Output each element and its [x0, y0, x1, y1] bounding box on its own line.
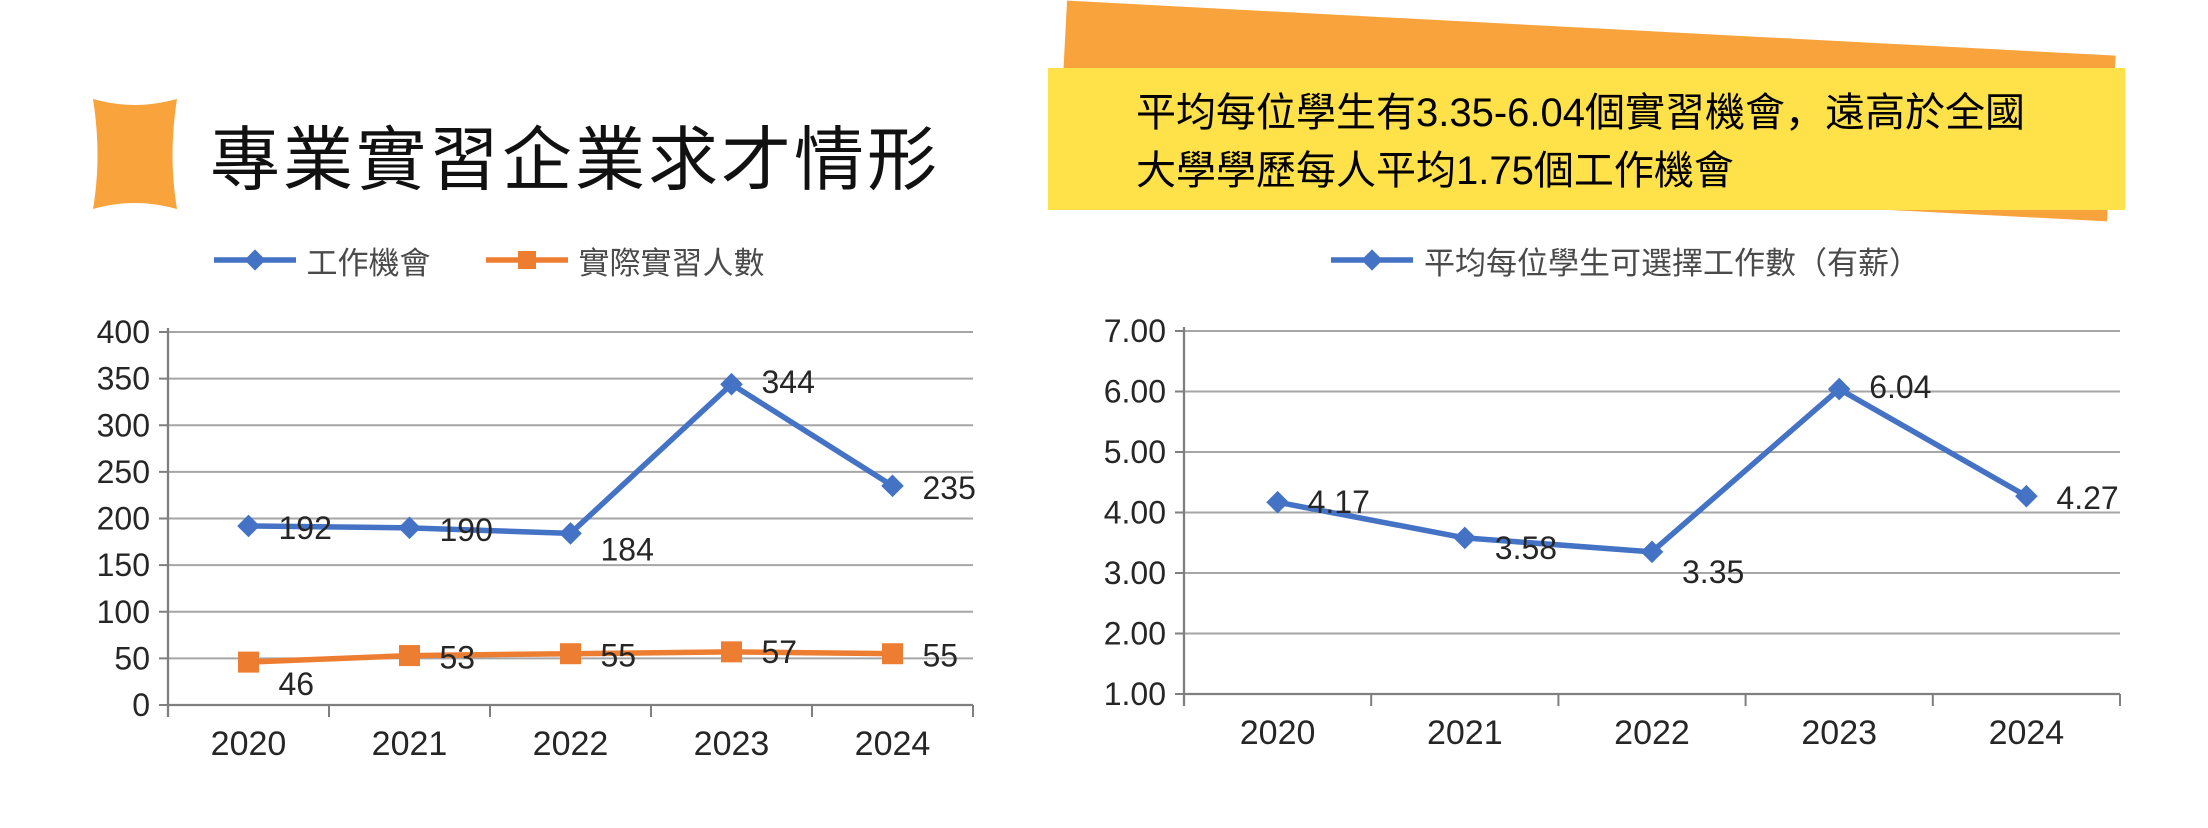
callout-line-2: 大學學歷每人平均1.75個工作機會: [1136, 149, 1734, 193]
title-block: 專業實習企業求才情形: [88, 96, 940, 212]
line-chart-plot: 1.00 2.00 3.00 4.00 5.00 6.00 7.00 2020 2021 2022…: [1104, 313, 2121, 752]
y-tick-label: 1.00: [1104, 676, 1166, 712]
x-tick-label: 2021: [1427, 714, 1503, 752]
data-label: 55: [923, 638, 959, 674]
x-tick-label: 2020: [211, 725, 287, 763]
jobs-per-student-chart: 平均每位學生可選擇工作數（有薪） 1.00 2.00 3.00 4.00 5.00 6.0…: [1040, 230, 2208, 815]
series-line: [1274, 386, 2030, 555]
data-label: 4.27: [2056, 480, 2118, 516]
square-legend-swatch-icon: [485, 251, 568, 269]
y-tick-label: 2.00: [1104, 616, 1166, 652]
legend-label: 實際實習人數: [578, 245, 765, 281]
data-label: 57: [762, 634, 798, 670]
y-tick-label: 350: [97, 361, 150, 397]
y-tick-label: 0: [132, 687, 150, 723]
legend-diamond: [243, 249, 266, 271]
y-tick-label: 4.00: [1104, 495, 1166, 531]
data-label: 53: [440, 640, 476, 676]
series-line: [245, 381, 896, 537]
data-label: 344: [762, 364, 815, 400]
square-marker: [560, 643, 581, 665]
y-tick-label: 100: [97, 594, 150, 630]
y-tick-label: 150: [97, 547, 150, 583]
y-tick-label: 6.00: [1104, 374, 1166, 410]
page-title: 專業實習企業求才情形: [210, 120, 940, 199]
data-label: 192: [279, 510, 332, 546]
legend-square: [517, 251, 536, 269]
diamond-legend-swatch-icon: [1331, 249, 1413, 271]
data-label: 235: [923, 470, 976, 506]
x-tick-label: 2023: [1801, 714, 1877, 752]
x-tick-label: 2023: [694, 725, 770, 763]
x-tick-label: 2022: [533, 725, 609, 763]
square-marker: [399, 645, 420, 667]
legend-item: 工作機會: [211, 238, 431, 283]
data-label: 6.04: [1869, 369, 1931, 405]
diamond-marker: [398, 516, 421, 540]
data-label: 3.58: [1495, 530, 1557, 566]
diamond-marker: [1827, 377, 1851, 401]
diamond-legend-swatch-icon: [213, 249, 296, 271]
data-label: 184: [601, 531, 654, 567]
legend-diamond: [1361, 249, 1383, 271]
line-chart-plot: 0 50 100 150 200 250 300 350 400 2020 2021 2022 2023…: [97, 314, 976, 763]
y-tick-label: 200: [97, 501, 150, 537]
data-label: 190: [440, 512, 493, 548]
diamond-marker: [1453, 526, 1477, 550]
callout-line-1: 平均每位學生有3.35-6.04個實習機會，遠高於全國: [1136, 91, 2026, 135]
jobs-vs-interns-chart: 工作機會 實際實習人數 0 50 100 150 200 250 300 350 400 2020 2…: [45, 230, 990, 815]
data-label: 46: [279, 666, 315, 702]
legend-label: 工作機會: [306, 245, 431, 281]
square-marker: [721, 641, 742, 663]
y-tick-label: 50: [114, 640, 150, 676]
orange-pillow-icon: [93, 99, 177, 209]
square-marker: [238, 651, 259, 673]
y-tick-label: 400: [97, 314, 150, 350]
legend-label: 平均每位學生可選擇工作數（有薪）: [1424, 245, 1920, 281]
legend-item: 實際實習人數: [483, 238, 765, 283]
data-label: 3.35: [1682, 554, 1744, 590]
y-tick-label: 250: [97, 454, 150, 490]
x-tick-label: 2022: [1614, 714, 1690, 752]
data-label: 4.17: [1308, 484, 1370, 520]
diamond-marker: [1266, 490, 1289, 514]
callout: 平均每位學生有3.35-6.04個實習機會，遠高於全國 大學學歷每人平均1.75…: [1040, 0, 2180, 255]
square-marker: [882, 643, 903, 665]
chart-legend: 工作機會 實際實習人數: [45, 230, 990, 290]
y-tick-label: 300: [97, 407, 150, 443]
data-label: 55: [601, 638, 637, 674]
x-tick-label: 2020: [1240, 714, 1316, 752]
callout-box: 平均每位學生有3.35-6.04個實習機會，遠高於全國 大學學歷每人平均1.75…: [1048, 68, 2125, 210]
y-tick-label: 5.00: [1104, 434, 1166, 470]
diamond-marker: [881, 474, 904, 498]
x-tick-label: 2024: [855, 725, 931, 763]
chart-legend: 平均每位學生可選擇工作數（有薪）: [1040, 230, 2208, 290]
x-tick-label: 2021: [372, 725, 448, 763]
legend-item: 平均每位學生可選擇工作數（有薪）: [1328, 238, 1920, 283]
y-tick-label: 3.00: [1104, 555, 1166, 591]
y-tick-label: 7.00: [1104, 313, 1166, 349]
diamond-marker: [2015, 484, 2038, 508]
x-tick-label: 2024: [1989, 714, 2065, 752]
